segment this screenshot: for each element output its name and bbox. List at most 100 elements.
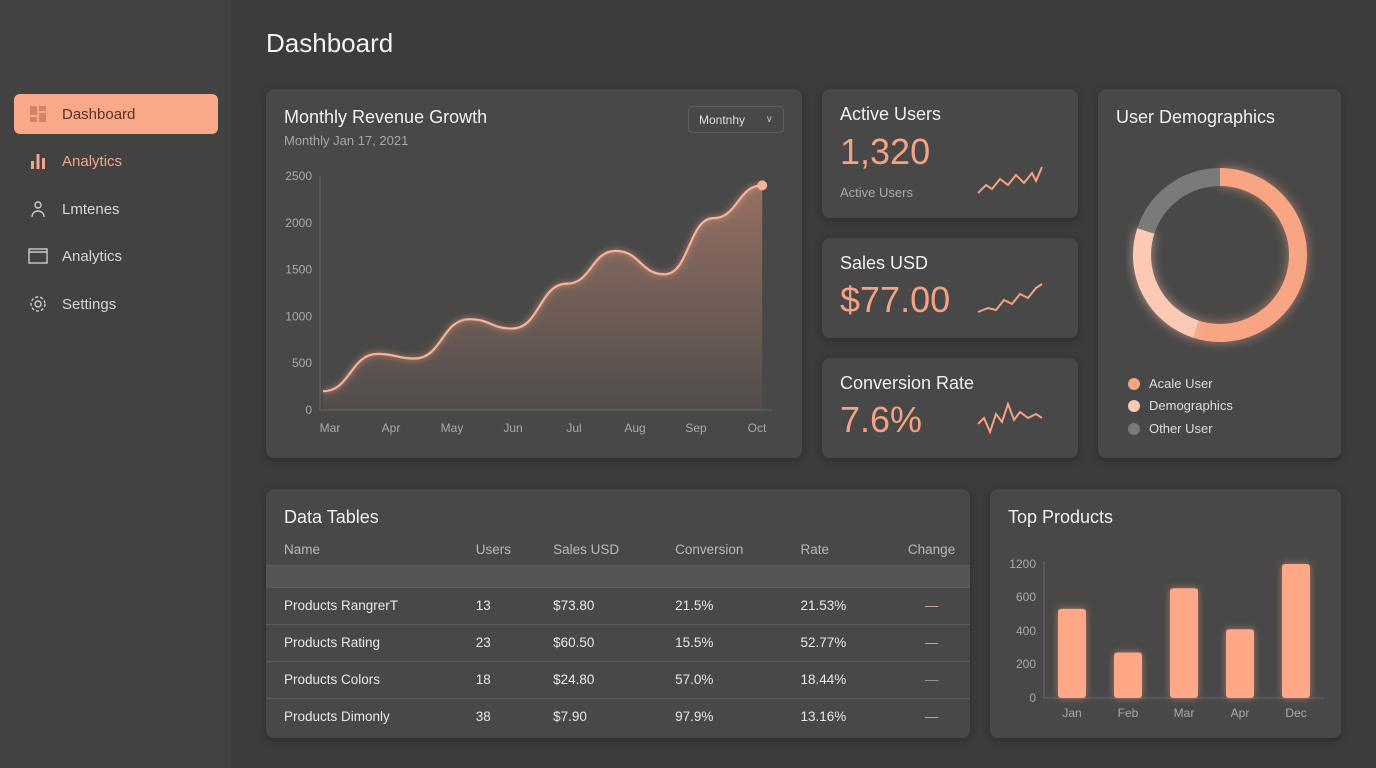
column-header: Sales USD xyxy=(553,542,620,558)
y-tick-label: 200 xyxy=(1016,657,1036,671)
kpi-value: 1,320 xyxy=(840,131,931,172)
x-tick-label: Apr xyxy=(382,421,401,435)
table-cell: $7.90 xyxy=(535,697,658,735)
x-tick-label: Jun xyxy=(503,421,522,435)
end-point-marker[interactable] xyxy=(757,180,768,191)
table-cell: $24.80 xyxy=(535,660,658,698)
y-tick-label: 1200 xyxy=(1009,557,1036,571)
top-products-chart: 0 200 400 600 1200 Jan Feb Mar Apr Dec xyxy=(1009,557,1324,720)
kpi-value: 7.6% xyxy=(840,399,923,440)
table-cell: 97.9% xyxy=(657,697,783,735)
x-tick-label: Jan xyxy=(1062,706,1081,720)
kpi-label: Active Users xyxy=(840,185,913,200)
legend-item: Acale User xyxy=(1128,376,1213,391)
table-row[interactable]: Products Colors 18 $24.80 57.0% 18.44% — xyxy=(266,660,970,698)
kpi-card: Active Users 1,320 Active Users xyxy=(822,89,1078,218)
x-tick-label: Oct xyxy=(748,421,767,435)
chevron-down-icon: ∨ xyxy=(765,114,773,125)
kpi-title: Sales USD xyxy=(840,253,929,273)
y-tick-label: 1000 xyxy=(285,309,312,323)
table-row[interactable]: Products RangrerT 13 $73.80 21.5% 21.53% — xyxy=(266,586,970,624)
column-header: Users xyxy=(475,542,512,558)
revenue-line xyxy=(322,184,763,393)
y-tick-label: 1500 xyxy=(285,263,312,277)
x-tick-label: Dec xyxy=(1285,706,1306,720)
card-title: User Demographics xyxy=(1116,107,1276,127)
x-tick-label: May xyxy=(441,421,464,435)
card-subtitle: Monthly Jan 17, 2021 xyxy=(284,133,409,148)
top-products-card: Top Products 0 200 400 600 1200 Jan Feb Mar Apr D… xyxy=(990,489,1341,738)
sidebar-item-label: Settings xyxy=(62,295,117,313)
table-cell: 18 xyxy=(457,660,536,698)
dashboard-icon xyxy=(28,104,48,124)
table-cell: 13 xyxy=(457,586,536,624)
window-icon xyxy=(28,246,48,266)
table-row[interactable]: Products Dimonly 38 $7.90 97.9% 13.16% — xyxy=(266,697,970,735)
table-row[interactable]: Products Rating 23 $60.50 15.5% 52.77% — xyxy=(266,623,970,661)
sidebar-item-dashboard[interactable]: Dashboard xyxy=(14,94,218,134)
bar[interactable] xyxy=(1226,629,1254,698)
bar[interactable] xyxy=(1114,652,1142,698)
data-table-card: Data Tables Name Users Sales USD Conversion… xyxy=(266,489,970,738)
dropdown-value: Montnhy xyxy=(699,112,746,127)
donut-slice[interactable] xyxy=(1133,228,1199,338)
x-tick-label: Sep xyxy=(685,421,707,435)
sparkline xyxy=(977,283,1043,313)
sparkline xyxy=(977,402,1043,435)
card-title: Data Tables xyxy=(284,507,379,527)
table-cell: — xyxy=(875,623,970,661)
period-dropdown[interactable]: Montnhy ∨ xyxy=(688,106,784,133)
x-tick-label: Mar xyxy=(320,421,341,435)
y-tick-label: 2500 xyxy=(285,169,312,183)
table-cell: — xyxy=(875,697,970,735)
revenue-chart: 0 500 1000 1500 2000 2500 Mar Apr May Jun Jul Aug Se… xyxy=(285,169,772,435)
table-cell: Products Dimonly xyxy=(266,697,458,735)
table-cell: 21.5% xyxy=(657,586,783,624)
sidebar-item-lmtenes[interactable]: Lmtenes xyxy=(14,189,218,229)
table-cell: 13.16% xyxy=(782,697,876,735)
sidebar-item-label: Analytics xyxy=(62,152,123,170)
y-tick-label: 0 xyxy=(1029,691,1036,705)
table-cell: 52.77% xyxy=(782,623,876,661)
column-header: Name xyxy=(284,542,321,558)
table-cell: Products Colors xyxy=(266,660,458,698)
bar[interactable] xyxy=(1282,564,1310,698)
table-cell: 18.44% xyxy=(782,660,876,698)
table-cell: 15.5% xyxy=(657,623,783,661)
column-header: Conversion xyxy=(675,542,744,558)
sidebar-item-label: Lmtenes xyxy=(62,200,120,218)
data-table: Name Users Sales USD Conversion Rate Change P… xyxy=(266,535,970,735)
demographics-card: User Demographics Acale User Demographic… xyxy=(1098,89,1341,458)
donut-slice[interactable] xyxy=(1193,168,1307,342)
donut-slice[interactable] xyxy=(1137,168,1221,234)
x-tick-label: Apr xyxy=(1231,706,1250,720)
user-icon xyxy=(28,199,48,219)
kpi-value: $77.00 xyxy=(840,279,951,320)
revenue-card: Monthly Revenue Growth Monthly Jan 17, 2… xyxy=(266,89,802,458)
table-cell: 38 xyxy=(457,697,536,735)
y-tick-label: 600 xyxy=(1016,590,1036,604)
column-header: Change xyxy=(907,542,956,558)
kpi-card: Sales USD $77.00 xyxy=(822,238,1078,338)
table-cell: Products RangrerT xyxy=(266,586,458,624)
bar[interactable] xyxy=(1170,588,1198,698)
y-tick-label: 2000 xyxy=(285,216,312,230)
page-title: Dashboard xyxy=(266,28,394,58)
kpi-card: Conversion Rate 7.6% xyxy=(822,358,1078,458)
card-title: Monthly Revenue Growth xyxy=(284,107,488,127)
sidebar-item-label: Dashboard xyxy=(62,105,136,123)
table-cell: $73.80 xyxy=(535,586,658,624)
sidebar-item-analytics-2[interactable]: Analytics xyxy=(14,236,218,276)
sidebar-item-analytics[interactable]: Analytics xyxy=(14,141,218,181)
table-cell: — xyxy=(875,586,970,624)
kpi-title: Conversion Rate xyxy=(840,373,975,393)
sparkline xyxy=(977,166,1043,194)
x-tick-label: Feb xyxy=(1118,706,1139,720)
x-tick-label: Aug xyxy=(624,421,645,435)
demographics-donut xyxy=(1132,167,1308,343)
table-cell: — xyxy=(875,660,970,698)
table-cell: $60.50 xyxy=(535,623,658,661)
sidebar: Dashboard Analytics Lmtenes Analytics Se… xyxy=(0,0,231,768)
sidebar-item-settings[interactable]: Settings xyxy=(14,284,218,324)
bar[interactable] xyxy=(1058,608,1086,698)
